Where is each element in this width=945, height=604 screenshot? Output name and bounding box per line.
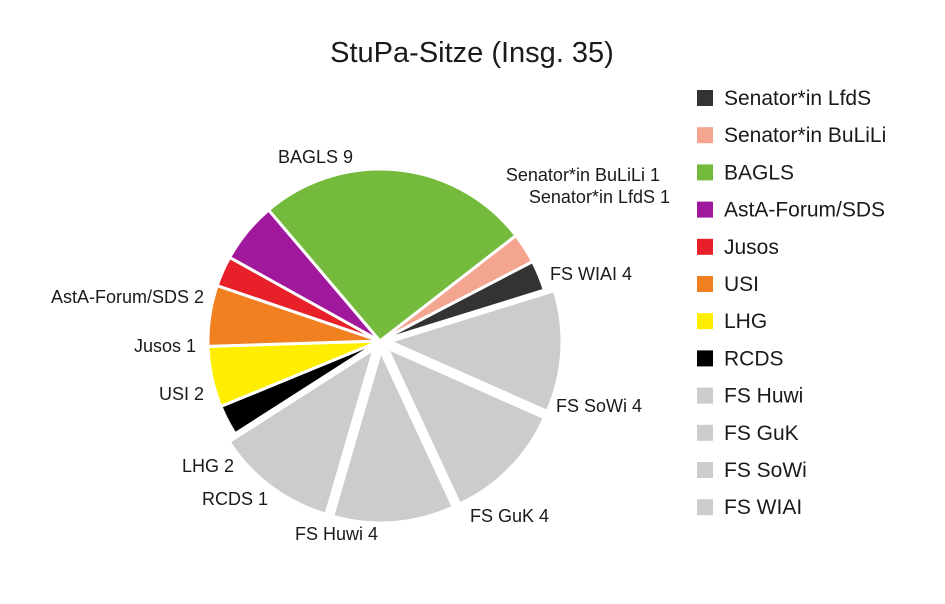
slice-label-fs-guk: FS GuK 4 — [470, 506, 549, 526]
legend-label-senator-in-bulili: Senator*in BuLiLi — [724, 124, 886, 147]
legend-label-senator-in-lfds: Senator*in LfdS — [724, 87, 871, 110]
pie-slice-fs-huwi — [227, 347, 376, 516]
legend-label-asta-forum-sds: AstA-Forum/SDS — [724, 199, 885, 222]
slice-label-usi: USI 2 — [159, 384, 204, 404]
pie-slice-fs-wiai — [388, 289, 564, 413]
legend-label-jusos: Jusos — [724, 236, 779, 259]
legend-swatch-bagls — [697, 164, 713, 181]
slice-label-jusos: Jusos 1 — [134, 336, 196, 356]
chart-title: StuPa-Sitze (Insg. 35) — [330, 37, 614, 69]
slice-label-asta-forum-sds: AstA-Forum/SDS 2 — [51, 287, 204, 307]
pie-slice-senator-in-bulili — [378, 234, 535, 343]
legend-label-lhg: LHG — [724, 310, 767, 333]
legend-swatch-rcds — [697, 350, 713, 367]
legend-swatch-asta-forum-sds — [697, 201, 713, 218]
slice-label-fs-wiai: FS WIAI 4 — [550, 264, 632, 284]
legend-label-bagls: BAGLS — [724, 161, 794, 184]
slice-label-fs-huwi: FS Huwi 4 — [295, 524, 378, 544]
slice-label-lhg: LHG 2 — [182, 456, 234, 476]
pie-slice-bagls — [267, 167, 518, 343]
legend-swatch-fs-guk — [697, 424, 713, 441]
slice-labels: Senator*in LfdS 1 FS WIAI 4 FS SoWi 4 FS Gu… — [51, 147, 670, 544]
slice-label-fs-sowi: FS SoWi 4 — [556, 396, 642, 416]
pie-slice-fs-sowi — [385, 346, 546, 506]
legend-label-fs-huwi: FS Huwi — [724, 385, 803, 408]
legend-label-rcds: RCDS — [724, 347, 784, 370]
legend-swatch-lhg — [697, 313, 713, 330]
legend-swatch-senator-in-lfds — [697, 90, 713, 106]
legend-swatch-jusos — [697, 238, 713, 255]
legend-swatch-fs-huwi — [697, 387, 713, 404]
legend-swatch-fs-wiai — [697, 499, 713, 516]
legend-swatch-fs-sowi — [697, 462, 713, 478]
legend-label-fs-wiai: FS WIAI — [724, 496, 802, 519]
legend-swatch-usi — [697, 276, 713, 292]
slice-label-senator-in-bulili: Senator*in BuLiLi 1 — [506, 165, 660, 185]
slice-label-senator-in-lfds: Senator*in LfdS 1 — [529, 187, 670, 207]
pie-slice-fs-guk — [331, 349, 455, 525]
slice-label-rcds: RCDS 1 — [202, 489, 268, 509]
pie-slices — [206, 167, 564, 525]
legend-label-usi: USI — [724, 273, 759, 296]
slice-label-bagls: BAGLS 9 — [278, 147, 353, 167]
legend-swatch-senator-in-bulili — [697, 127, 713, 144]
legend-label-fs-sowi: FS SoWi — [724, 459, 807, 482]
legend-label-fs-guk: FS GuK — [724, 422, 799, 445]
legend: Senator*in LfdS Senator*in BuLiLi BAGLS Ast… — [697, 87, 886, 519]
